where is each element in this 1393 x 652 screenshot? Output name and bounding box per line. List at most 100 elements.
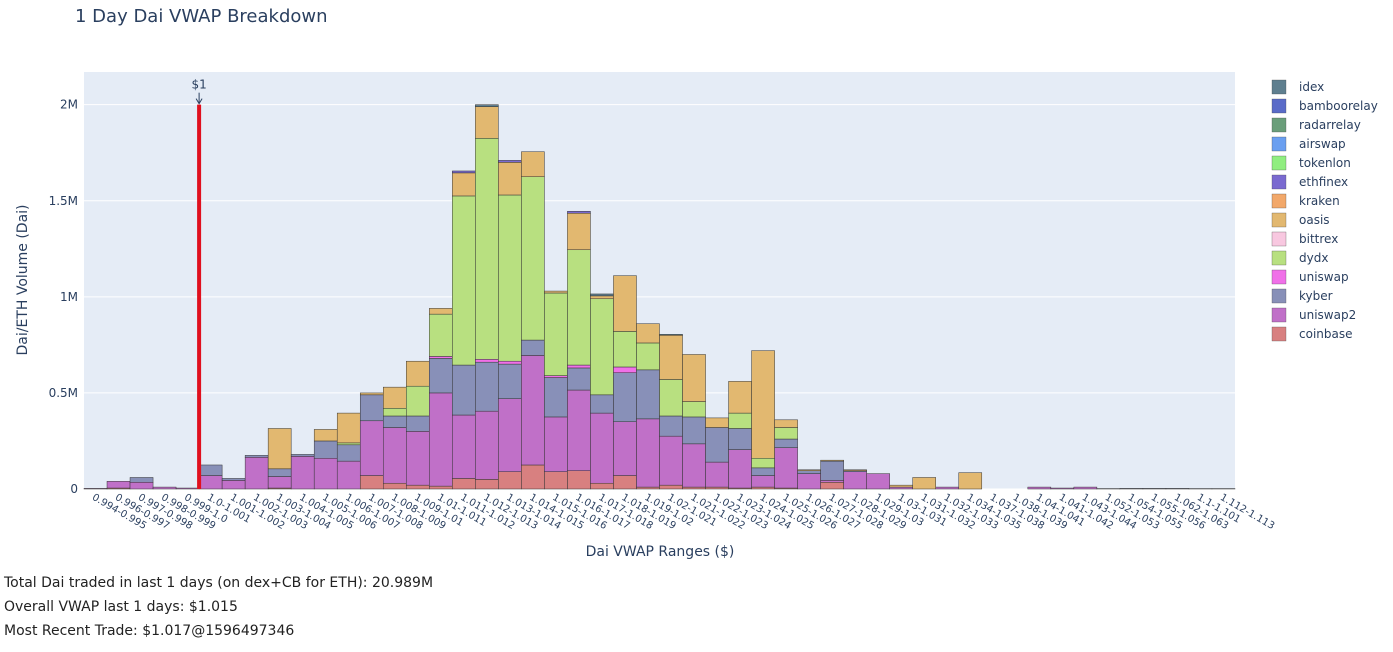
legend-label[interactable]: airswap <box>1299 137 1346 151</box>
bar-segment <box>452 172 476 197</box>
chart-title: 1 Day Dai VWAP Breakdown <box>75 6 328 27</box>
legend-swatch[interactable] <box>1271 117 1287 133</box>
footer-line: Overall VWAP last 1 days: $1.015 <box>4 599 238 615</box>
legend-swatch[interactable] <box>1271 193 1287 209</box>
bar-segment <box>1142 488 1167 490</box>
legend-swatch[interactable] <box>1271 212 1287 228</box>
legend-swatch[interactable] <box>1271 307 1287 323</box>
bar-segment <box>567 249 591 366</box>
bar-segment <box>521 355 545 466</box>
annotation-arrowhead <box>195 98 203 105</box>
legend-label[interactable]: uniswap2 <box>1299 308 1356 322</box>
bar-segment <box>429 313 453 357</box>
bar-segment <box>544 290 568 294</box>
bar-segment <box>544 292 568 376</box>
legend-label[interactable]: bamboorelay <box>1299 99 1378 113</box>
footer-line: Total Dai traded in last 1 days (on dex+… <box>4 575 434 591</box>
bar-segment <box>475 410 499 480</box>
bar-segment <box>429 358 453 394</box>
bar-segment <box>406 484 430 490</box>
bar-segment <box>452 195 476 366</box>
bar-segment <box>613 475 637 490</box>
bar-segment <box>129 482 154 490</box>
bar-segment <box>152 486 177 490</box>
legend-label[interactable]: coinbase <box>1299 327 1352 341</box>
legend-swatch[interactable] <box>1271 231 1287 247</box>
legend-label[interactable]: radarrelay <box>1299 118 1361 132</box>
legend-label[interactable]: dydx <box>1299 251 1328 265</box>
bar-segment <box>567 389 591 471</box>
bar-segment <box>567 470 591 490</box>
legend-swatch[interactable] <box>1271 155 1287 171</box>
bar-segment <box>498 162 522 196</box>
legend-label[interactable]: ethfinex <box>1299 175 1348 189</box>
x-axis-title: Dai VWAP Ranges ($) <box>586 544 735 560</box>
bar-segment <box>521 339 545 356</box>
bar-segment <box>590 295 614 300</box>
bar-segment <box>751 475 775 488</box>
bar-segment <box>1165 488 1190 490</box>
bar-segment <box>359 475 384 490</box>
legend-swatch[interactable] <box>1271 79 1287 95</box>
y-tick-label: 0 <box>70 482 78 496</box>
legend-swatch[interactable] <box>1271 174 1287 190</box>
bar-segment <box>567 212 591 251</box>
legend-label[interactable]: kyber <box>1299 289 1333 303</box>
legend-label[interactable]: oasis <box>1299 213 1330 227</box>
bar-segment <box>659 334 683 336</box>
bar-segment <box>797 473 821 490</box>
bar-segment <box>475 138 499 360</box>
legend-swatch[interactable] <box>1271 326 1287 342</box>
bar-segment <box>567 364 591 369</box>
bar-segment <box>313 458 338 490</box>
bar-segment <box>267 468 292 477</box>
legend-swatch[interactable] <box>1271 250 1287 266</box>
bar-segment <box>590 412 614 484</box>
bar-segment <box>429 392 453 487</box>
bar-segment <box>774 427 798 440</box>
bar-segment <box>106 481 131 489</box>
bar-segment <box>521 176 545 341</box>
legend-label[interactable]: bittrex <box>1299 232 1338 246</box>
bar-segment <box>544 471 568 490</box>
legend-swatch[interactable] <box>1271 136 1287 152</box>
bar-segment <box>705 427 729 463</box>
bar-segment <box>244 455 269 458</box>
bar-segment <box>728 381 752 414</box>
bar-segment <box>751 467 775 476</box>
bar-segment <box>866 473 890 490</box>
legend-label[interactable]: kraken <box>1299 194 1340 208</box>
bar-segment <box>290 456 315 490</box>
bar-segment <box>820 482 844 490</box>
bar-segment <box>544 377 568 418</box>
legend-swatch[interactable] <box>1271 288 1287 304</box>
y-tick-label: 0.5M <box>49 386 78 400</box>
bar-segment <box>820 460 844 481</box>
bar-segment <box>728 428 752 450</box>
bar-segment <box>406 360 430 387</box>
bar-segment <box>751 350 775 459</box>
bar-segment <box>613 421 637 476</box>
legend-label[interactable]: uniswap <box>1299 270 1349 284</box>
bar-segment <box>383 482 407 490</box>
bar-segment <box>429 356 453 359</box>
bar-segment <box>336 444 361 462</box>
bar-segment <box>751 458 775 469</box>
bar-segment <box>682 354 706 402</box>
legend-swatch[interactable] <box>1271 269 1287 285</box>
bar-segment <box>383 415 407 428</box>
bar-segment <box>935 486 960 490</box>
y-tick-label: 2M <box>60 98 78 112</box>
legend-label[interactable]: tokenlon <box>1299 156 1351 170</box>
bar-segment <box>613 275 637 332</box>
bar-segment <box>198 475 223 490</box>
legend-swatch[interactable] <box>1271 98 1287 114</box>
bar-segment <box>636 486 660 490</box>
bar-segment <box>1119 488 1144 490</box>
bar-segment <box>452 414 476 479</box>
bar-segment <box>83 488 108 490</box>
bar-segment <box>659 435 683 486</box>
bar-segment <box>567 211 591 214</box>
legend-label[interactable]: idex <box>1299 80 1324 94</box>
bar-segment <box>336 412 361 444</box>
